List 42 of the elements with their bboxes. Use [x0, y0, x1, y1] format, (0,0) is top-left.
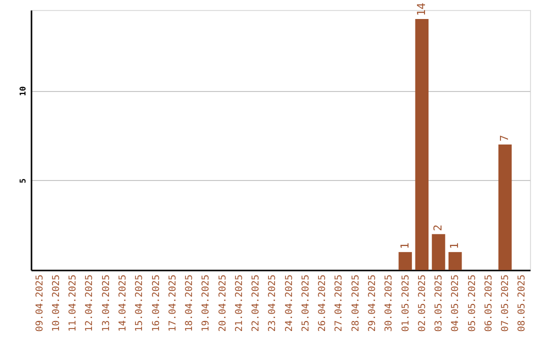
- y-tick-label: 10: [18, 86, 28, 96]
- x-tick-label: 14.04.2025: [117, 274, 128, 332]
- x-tick-label: 17.04.2025: [167, 274, 178, 332]
- x-tick-label: 16.04.2025: [150, 274, 162, 332]
- x-tick-label: 12.04.2025: [84, 274, 96, 332]
- bar: [448, 252, 462, 270]
- x-tick-label: 07.05.2025: [500, 274, 512, 332]
- x-tick-label: 09.04.2025: [34, 274, 46, 332]
- bar: [415, 18, 429, 270]
- x-tick-label: 30.04.2025: [384, 274, 395, 332]
- x-tick-label: 15.04.2025: [134, 274, 146, 332]
- x-tick-label: 29.04.2025: [366, 274, 378, 332]
- x-tick-label: 22.04.2025: [250, 274, 262, 332]
- x-tick-label: 01.05.2025: [400, 274, 412, 332]
- x-tick-label: 23.04.2025: [267, 274, 278, 332]
- x-tick-label: 18.04.2025: [184, 274, 196, 332]
- x-tick-label: 08.05.2025: [516, 274, 528, 332]
- x-tick-label: 27.04.2025: [334, 274, 345, 332]
- x-tick-label: 03.05.2025: [434, 274, 445, 332]
- x-tick-label: 25.04.2025: [300, 274, 312, 332]
- data-label: 14: [414, 2, 428, 16]
- x-tick-label: 28.04.2025: [350, 274, 362, 332]
- y-tick-label: 5: [18, 178, 28, 184]
- data-label: 7: [498, 134, 512, 142]
- x-tick-label: 13.04.2025: [100, 274, 112, 332]
- x-tick-label: 04.05.2025: [450, 274, 462, 332]
- x-tick-label: 10.04.2025: [50, 274, 62, 332]
- data-label: 1: [448, 242, 462, 250]
- x-tick-label: 11.04.2025: [68, 274, 79, 332]
- x-tick-label: 21.04.2025: [234, 274, 245, 332]
- x-tick-label: 19.04.2025: [200, 274, 212, 332]
- x-tick-label: 06.05.2025: [483, 274, 494, 332]
- bar: [498, 144, 512, 270]
- bar: [432, 234, 446, 270]
- data-label: 2: [432, 224, 445, 232]
- x-tick-label: 05.05.2025: [466, 274, 478, 332]
- bar: [398, 252, 412, 270]
- x-tick-label: 24.04.2025: [284, 274, 295, 332]
- x-tick-label: 02.05.2025: [416, 274, 428, 332]
- x-tick-label: 20.04.2025: [217, 274, 228, 332]
- data-label: 1: [398, 242, 412, 250]
- x-tick-label: 26.04.2025: [317, 274, 328, 332]
